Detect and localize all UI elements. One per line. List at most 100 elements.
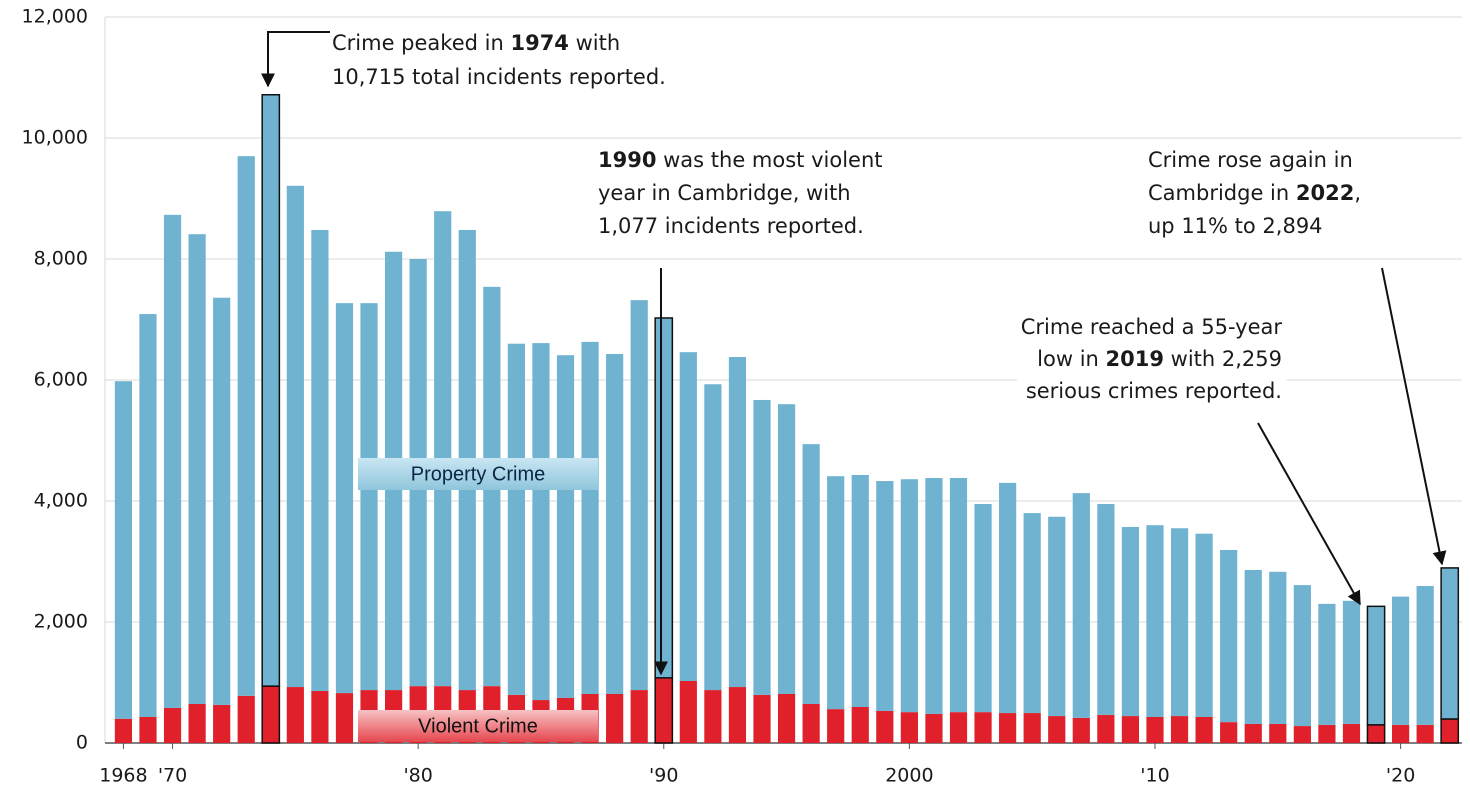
bar-segment xyxy=(507,343,525,695)
bar-segment xyxy=(261,93,281,687)
annotation-line: up 11% to 2,894 xyxy=(1148,214,1323,238)
bar-segment xyxy=(114,718,133,743)
bar-segment xyxy=(999,713,1017,743)
bar-segment xyxy=(237,156,255,696)
bar-segment xyxy=(1416,724,1434,743)
annotation-line: Crime rose again in xyxy=(1148,148,1353,172)
y-tick-label: 12,000 xyxy=(22,6,88,28)
bar-segment xyxy=(753,399,771,695)
x-tick-label: 2000 xyxy=(885,765,933,787)
y-tick-label: 10,000 xyxy=(22,127,88,149)
bar-segment xyxy=(1244,723,1262,743)
annotation-line: 10,715 total incidents reported. xyxy=(332,65,666,89)
bar-segment xyxy=(606,353,624,694)
bar-segment xyxy=(1244,569,1262,724)
annotation-text: , xyxy=(1354,181,1361,205)
bar-segment xyxy=(827,476,845,710)
bar-segment xyxy=(1048,516,1066,717)
bar-segment xyxy=(949,478,968,713)
bar-segment xyxy=(1318,603,1336,725)
y-tick-label: 6,000 xyxy=(34,369,88,391)
bar-segment xyxy=(581,341,599,694)
bar-segment xyxy=(704,690,722,743)
bar-segment xyxy=(1146,716,1164,743)
bar-segment xyxy=(434,211,452,687)
bar-segment xyxy=(1220,550,1238,723)
bar-segment xyxy=(654,677,674,744)
y-tick-label: 2,000 xyxy=(34,611,88,633)
bar-segment xyxy=(654,317,674,679)
annotation-arrow xyxy=(1257,422,1361,606)
annotation-text: low in xyxy=(1037,347,1105,371)
bar-segment xyxy=(139,314,157,717)
bar-segment xyxy=(1170,716,1189,743)
bar-segment xyxy=(360,303,378,691)
bar-segment xyxy=(1048,716,1066,743)
annotation-arrow xyxy=(261,31,330,88)
bar-segment xyxy=(876,710,894,743)
bar-segment xyxy=(311,690,329,743)
bar-segment xyxy=(311,229,329,691)
bar-segment xyxy=(1318,724,1336,743)
overlay: Violent Crime Property Crime Crime peaked … xyxy=(261,29,1447,742)
annotation-line: 1990 was the most violent xyxy=(598,148,883,172)
bar-segment xyxy=(1416,586,1434,725)
bars xyxy=(114,93,1460,744)
annotation-text: 2019 xyxy=(1106,347,1164,371)
annotation-text: was the most violent xyxy=(656,148,882,172)
bar-segment xyxy=(974,712,992,743)
bar-segment xyxy=(261,685,281,744)
bar-segment xyxy=(753,694,771,743)
bar-segment xyxy=(802,703,820,743)
bar-segment xyxy=(163,214,182,708)
annotation-line: Cambridge in 2022, xyxy=(1148,181,1361,205)
annotation-line: year in Cambridge, with xyxy=(598,181,851,205)
bar-segment xyxy=(1023,713,1041,743)
bar-segment xyxy=(556,355,575,698)
bar-segment xyxy=(1097,714,1115,743)
bar-segment xyxy=(974,504,992,713)
bar-segment xyxy=(777,404,796,694)
bar-segment xyxy=(827,709,845,743)
bar-segment xyxy=(1342,723,1361,743)
x-tick-label: '20 xyxy=(1386,765,1415,787)
bar-segment xyxy=(188,234,206,704)
bar-segment xyxy=(213,704,231,743)
bar-segment xyxy=(139,716,157,743)
bar-segment xyxy=(1366,605,1386,726)
bar-segment xyxy=(1392,724,1410,743)
annotation-line: low in 2019 with 2,259 xyxy=(1037,347,1282,371)
bar-segment xyxy=(1195,716,1213,743)
bar-segment xyxy=(900,712,918,743)
bar-segment xyxy=(630,690,648,743)
annotation-line: Crime reached a 55-year xyxy=(1021,315,1283,339)
bar-segment xyxy=(925,478,943,714)
bar-segment xyxy=(1195,533,1213,717)
bar-segment xyxy=(949,712,968,743)
bar-segment xyxy=(213,297,231,705)
annotation-text: Crime reached a 55-year xyxy=(1021,315,1283,339)
bar-segment xyxy=(1269,723,1287,743)
annotation-text: 1974 xyxy=(510,31,568,55)
annotation-text: with xyxy=(569,31,620,55)
y-tick-label: 4,000 xyxy=(34,490,88,512)
annotation-text: Crime peaked in xyxy=(332,31,510,55)
bar-segment xyxy=(237,695,255,743)
bar-segment xyxy=(606,693,624,743)
annotation-text: 1,077 incidents reported. xyxy=(598,214,864,238)
bar-segment xyxy=(1440,567,1460,720)
annotation-bg xyxy=(594,146,887,240)
series-label: Violent Crime xyxy=(418,715,538,737)
bar-segment xyxy=(188,703,206,743)
bar-segment xyxy=(851,707,869,743)
bar-segment xyxy=(1146,525,1164,717)
y-tick-label: 8,000 xyxy=(34,248,88,270)
bar-segment xyxy=(777,693,796,743)
annotation-line: 1,077 incidents reported. xyxy=(598,214,864,238)
bar-segment xyxy=(163,707,182,743)
bar-segment xyxy=(114,381,133,719)
bar-segment xyxy=(1121,527,1140,717)
series-label-box xyxy=(358,710,598,742)
bar-segment xyxy=(1121,716,1140,743)
